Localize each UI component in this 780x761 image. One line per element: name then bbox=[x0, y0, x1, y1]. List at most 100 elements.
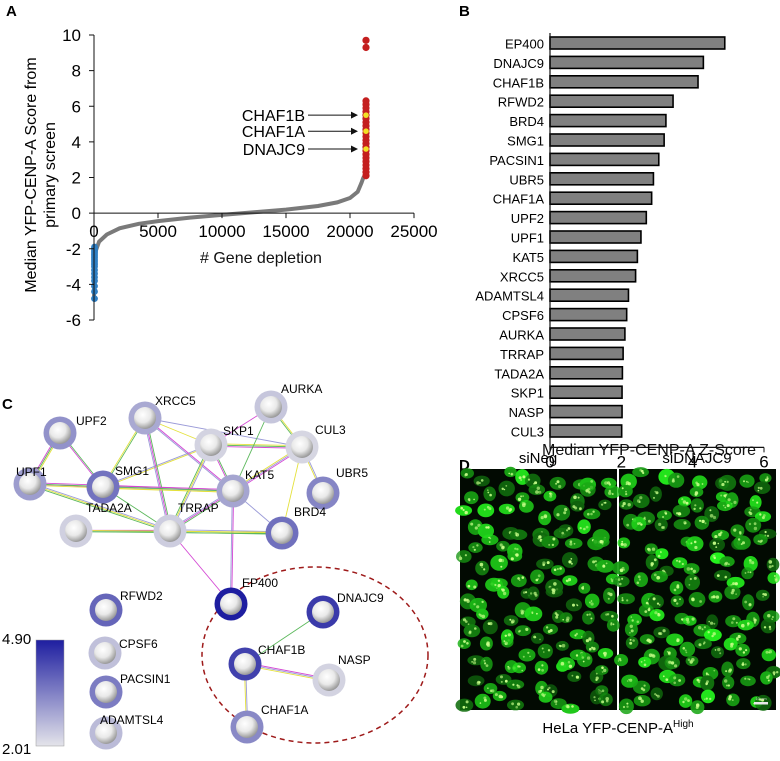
micrograph-foci bbox=[764, 530, 767, 534]
micrograph-foci bbox=[748, 522, 752, 526]
micrograph-foci bbox=[549, 494, 553, 498]
micrograph-foci bbox=[622, 502, 626, 506]
micrograph-foci bbox=[568, 664, 573, 668]
micrograph-nucleus bbox=[721, 661, 734, 677]
micrograph-foci bbox=[556, 568, 559, 570]
panel-b-bar bbox=[549, 307, 628, 322]
panel-b-category-label: CHAF1A bbox=[493, 192, 545, 207]
micrograph-foci bbox=[510, 473, 513, 476]
micrograph-foci bbox=[504, 679, 508, 683]
micrograph-nucleus bbox=[740, 675, 756, 687]
panel-label-b: B bbox=[459, 3, 470, 20]
micrograph-nucleus bbox=[760, 618, 776, 634]
panel-label-a: A bbox=[6, 3, 17, 20]
micrograph-foci bbox=[735, 593, 737, 595]
micrograph-foci bbox=[766, 477, 769, 480]
panel-a-y-tick-label: 2 bbox=[72, 169, 81, 188]
micrograph-foci bbox=[463, 640, 466, 643]
micrograph-foci bbox=[501, 588, 503, 591]
micrograph-foci bbox=[657, 612, 660, 615]
micrograph-foci bbox=[656, 602, 660, 605]
micrograph-foci bbox=[561, 643, 566, 648]
panel-a-y-axis-label-line2: primary screen bbox=[42, 122, 59, 228]
micrograph-foci bbox=[629, 624, 633, 628]
micrograph-nucleus bbox=[706, 614, 719, 629]
micrograph-foci bbox=[594, 699, 596, 702]
network-node-label: KAT5 bbox=[245, 468, 274, 482]
micrograph-foci bbox=[704, 698, 706, 700]
panel-b-bar bbox=[549, 249, 639, 264]
micrograph-foci bbox=[595, 672, 598, 675]
micrograph-foci bbox=[676, 584, 680, 587]
micrograph-foci bbox=[701, 628, 704, 631]
micrograph-nucleus bbox=[767, 572, 780, 584]
panel-b-category-label: UBR5 bbox=[509, 172, 544, 187]
micrograph-foci bbox=[747, 622, 750, 625]
network-edge bbox=[144, 418, 233, 492]
micrograph-nucleus bbox=[577, 519, 591, 534]
network-node: CUL3 bbox=[285, 423, 346, 464]
micrograph-foci bbox=[520, 479, 523, 481]
micrograph-nucleus bbox=[649, 609, 665, 622]
micrograph-foci bbox=[590, 600, 593, 602]
micrograph-foci bbox=[681, 498, 684, 501]
micrograph-foci bbox=[665, 678, 668, 681]
micrograph-foci bbox=[768, 565, 772, 569]
micrograph-foci bbox=[494, 583, 497, 587]
micrograph-foci bbox=[516, 684, 519, 687]
micrograph-foci bbox=[476, 481, 480, 485]
panel-a-x-tick-label: 25000 bbox=[390, 222, 437, 241]
micrograph-nucleus bbox=[679, 641, 696, 657]
micrograph-foci bbox=[520, 495, 523, 498]
micrograph-nucleus bbox=[745, 517, 762, 533]
micrograph-nucleus bbox=[619, 499, 634, 510]
micrograph-foci bbox=[759, 513, 762, 516]
micrograph-nucleus bbox=[495, 674, 512, 685]
micrograph-nucleus bbox=[498, 480, 515, 497]
micrograph-foci bbox=[689, 577, 692, 581]
micrograph-foci bbox=[626, 523, 630, 527]
micrograph-foci bbox=[541, 664, 544, 667]
panel-a-x-tick-label: 20000 bbox=[326, 222, 373, 241]
micrograph-foci bbox=[621, 540, 624, 543]
micrograph-foci bbox=[559, 644, 562, 648]
micrograph-nucleus bbox=[634, 572, 648, 588]
micrograph-foci bbox=[679, 598, 681, 600]
micrograph-foci bbox=[494, 693, 498, 697]
panel-b-category-label: SKP1 bbox=[511, 386, 544, 401]
micrograph-foci bbox=[572, 603, 575, 607]
micrograph-foci bbox=[590, 602, 594, 606]
micrograph-foci bbox=[654, 611, 658, 615]
micrograph-nucleus bbox=[457, 638, 471, 649]
micrograph-foci bbox=[662, 515, 665, 519]
network-edge bbox=[144, 417, 303, 448]
micrograph-foci bbox=[768, 674, 771, 677]
micrograph-foci bbox=[715, 595, 720, 599]
network-node-label: DNAJC9 bbox=[337, 591, 384, 605]
micrograph-foci bbox=[579, 527, 582, 530]
micrograph-foci bbox=[656, 575, 660, 580]
micrograph-foci bbox=[601, 666, 604, 669]
micrograph-foci bbox=[522, 475, 526, 479]
panel-a-high-hit-point bbox=[362, 97, 370, 105]
micrograph-foci bbox=[709, 697, 712, 701]
micrograph-nucleus bbox=[666, 633, 684, 646]
micrograph-foci bbox=[460, 506, 464, 510]
network-node-label: CPSF6 bbox=[119, 637, 158, 651]
micrograph-nucleus bbox=[735, 643, 750, 657]
micrograph-foci bbox=[573, 542, 576, 545]
micrograph-foci bbox=[565, 704, 569, 708]
micrograph-foci bbox=[676, 475, 680, 478]
network-node-label: TADA2A bbox=[86, 501, 132, 515]
micrograph-foci bbox=[480, 479, 484, 482]
micrograph-foci bbox=[531, 612, 534, 614]
panel-b-category-label: SMG1 bbox=[507, 134, 544, 149]
micrograph-foci bbox=[748, 511, 751, 514]
micrograph-foci bbox=[662, 675, 665, 678]
micrograph-foci bbox=[498, 558, 503, 563]
network-node-sphere bbox=[260, 396, 282, 418]
panel-a-y-tick-label: 0 bbox=[72, 204, 81, 223]
micrograph-nucleus bbox=[690, 498, 704, 513]
micrograph-foci bbox=[678, 679, 681, 682]
network-edge bbox=[170, 529, 283, 533]
